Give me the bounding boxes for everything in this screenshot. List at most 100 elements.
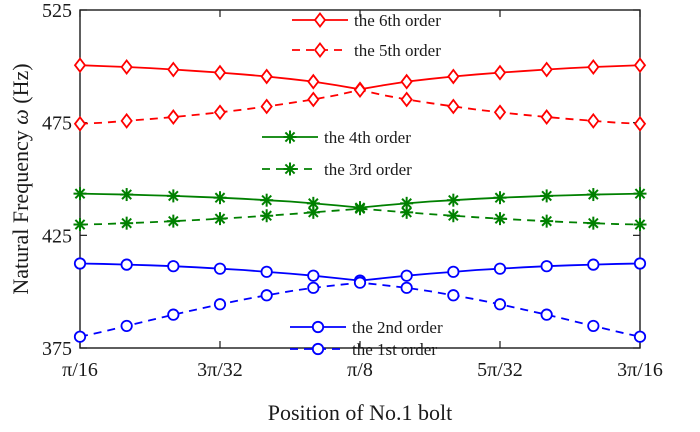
series-layer xyxy=(73,57,647,343)
legend-label: the 2nd order xyxy=(352,318,443,337)
data-point xyxy=(120,258,133,271)
data-point xyxy=(447,98,460,115)
series-4 xyxy=(73,202,647,232)
data-point xyxy=(633,57,647,74)
data-point xyxy=(540,61,553,78)
data-point xyxy=(493,212,507,226)
data-point xyxy=(400,196,414,210)
data-point xyxy=(260,289,273,302)
data-point xyxy=(587,319,600,333)
legend-entry: the 4th order xyxy=(262,128,411,147)
y-axis: 375 425 475 525 xyxy=(42,0,640,360)
legend-2: the 4th order the 3rd order xyxy=(262,128,412,179)
data-point xyxy=(586,188,600,202)
data-point xyxy=(633,330,647,343)
legend-swatch-marker xyxy=(283,130,297,144)
data-point xyxy=(73,257,87,270)
data-point xyxy=(213,64,227,81)
legend-swatch-marker xyxy=(311,342,325,356)
data-point xyxy=(167,308,180,321)
data-point xyxy=(307,269,320,282)
data-point xyxy=(493,298,507,311)
data-point xyxy=(260,209,274,223)
data-point xyxy=(540,260,553,273)
legend-entry: the 6th order xyxy=(292,11,441,30)
data-point xyxy=(213,104,227,121)
x-axis-title: Position of No.1 bolt xyxy=(268,400,453,425)
data-point xyxy=(353,202,367,216)
legend-swatch-marker xyxy=(311,320,325,334)
data-point xyxy=(493,64,507,81)
x-tick-label: 3π/16 xyxy=(617,359,663,381)
data-point xyxy=(120,188,134,202)
legend-entry: the 2nd order xyxy=(290,318,443,337)
data-point xyxy=(307,91,320,108)
x-tick-label: π/16 xyxy=(62,359,98,381)
x-tick-label: 3π/32 xyxy=(197,359,243,381)
legend-3: the 2nd order the 1st order xyxy=(290,318,443,359)
data-point xyxy=(587,59,600,75)
data-point xyxy=(493,262,507,275)
data-point xyxy=(447,68,460,85)
legend-swatch-marker xyxy=(283,162,297,176)
data-point xyxy=(400,91,413,108)
data-point xyxy=(213,262,227,275)
legend-swatch-marker xyxy=(313,42,327,58)
data-point xyxy=(400,205,414,219)
data-point xyxy=(306,205,320,219)
y-tick-label: 375 xyxy=(42,338,72,360)
legend-entry: the 5th order xyxy=(292,41,441,60)
y-tick-label: 475 xyxy=(42,113,72,135)
data-point xyxy=(166,189,180,203)
y-axis-title: Natural Frequency ω (Hz) xyxy=(8,63,33,294)
data-point xyxy=(260,193,274,207)
x-axis: π/16 3π/32 π/8 5π/32 3π/16 xyxy=(62,10,663,381)
legend-1: the 6th order the 5th order xyxy=(292,11,441,60)
data-point xyxy=(446,209,460,223)
data-point xyxy=(447,265,460,278)
data-point xyxy=(446,193,460,207)
legend-label: the 4th order xyxy=(324,128,411,147)
data-point xyxy=(260,98,273,115)
data-point xyxy=(73,218,87,232)
data-point xyxy=(540,109,553,126)
data-point xyxy=(73,57,87,74)
data-point xyxy=(447,289,460,302)
y-tick-label: 425 xyxy=(42,225,72,247)
data-point xyxy=(260,68,273,85)
legend-entry: the 1st order xyxy=(290,340,437,359)
data-point xyxy=(167,61,180,78)
data-point xyxy=(587,112,600,129)
x-tick-label: π/8 xyxy=(347,359,373,381)
data-point xyxy=(120,112,133,129)
data-point xyxy=(633,218,647,232)
legend-entry: the 3rd order xyxy=(262,160,412,179)
legend-label: the 5th order xyxy=(354,41,441,60)
data-point xyxy=(167,109,180,126)
data-point xyxy=(120,59,133,75)
data-point xyxy=(493,191,507,205)
data-point xyxy=(213,212,227,226)
data-point xyxy=(540,189,554,203)
data-point xyxy=(213,298,227,311)
data-point xyxy=(400,73,413,90)
data-point xyxy=(633,187,647,201)
data-point xyxy=(260,265,273,278)
plot-area-frame xyxy=(79,9,641,349)
x-tick-label: 5π/32 xyxy=(477,359,523,381)
legend-label: the 1st order xyxy=(352,340,437,359)
data-point xyxy=(166,214,180,228)
data-point xyxy=(633,115,647,132)
data-point xyxy=(73,187,87,201)
data-point xyxy=(400,269,413,282)
data-point xyxy=(540,308,553,321)
legend-label: the 6th order xyxy=(354,11,441,30)
y-tick-label: 525 xyxy=(42,0,72,22)
legend-swatch-marker xyxy=(313,12,327,28)
data-point xyxy=(120,319,133,333)
data-point xyxy=(633,257,647,270)
data-point xyxy=(353,82,367,98)
